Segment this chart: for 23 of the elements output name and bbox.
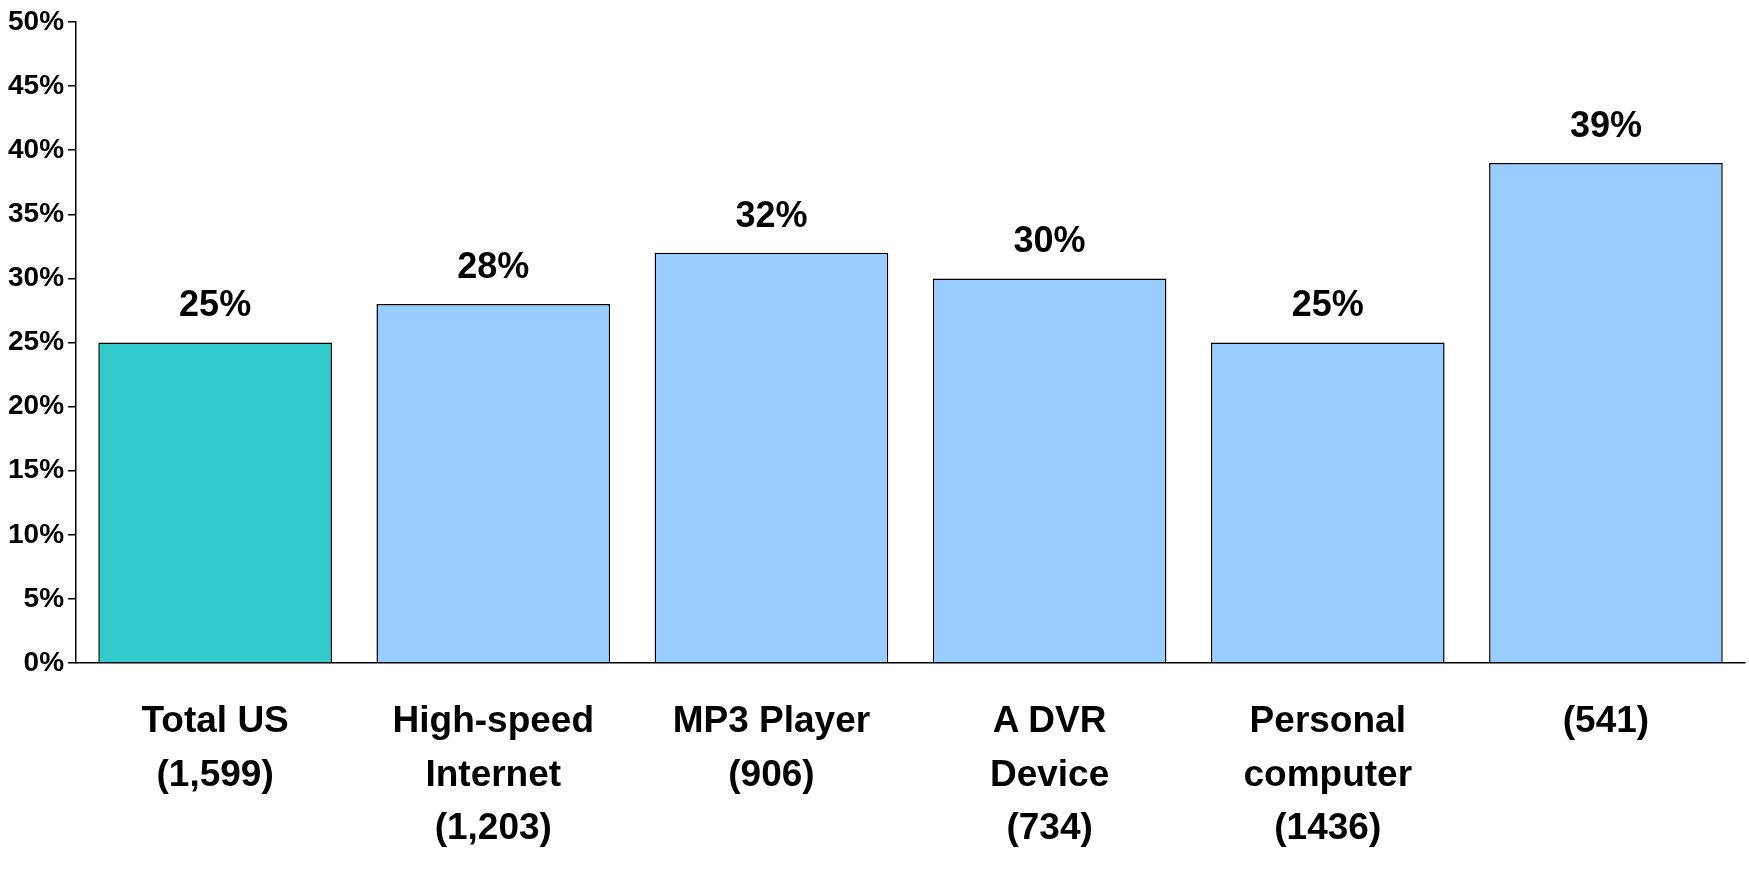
x-tick-label: A DVR Device (734)	[989, 699, 1110, 848]
y-tick-label: 30%	[7, 261, 65, 293]
data-label: 25%	[1291, 283, 1364, 325]
x-tick-label: (541)	[1562, 699, 1650, 741]
y-tick-label: 50%	[7, 4, 65, 36]
y-tick-label: 25%	[7, 325, 65, 357]
y-tick-label: 10%	[7, 517, 65, 549]
x-tick-label: Personal computer (1436)	[1243, 699, 1413, 848]
y-tick-label: 0%	[23, 645, 65, 677]
data-label: 32%	[735, 193, 808, 235]
x-tick-label: Total US (1,599)	[141, 699, 289, 794]
y-tick-label: 15%	[7, 453, 65, 485]
y-tick-label: 45%	[7, 68, 65, 100]
data-label: 28%	[457, 244, 530, 286]
data-label: 39%	[1569, 103, 1642, 145]
data-label: 25%	[179, 283, 252, 325]
y-tick-label: 40%	[7, 132, 65, 164]
y-tick-label: 35%	[7, 197, 65, 229]
x-tick-label: MP3 Player (906)	[672, 699, 871, 794]
x-tick-label: High-speed Internet (1,203)	[392, 699, 595, 848]
data-label: 30%	[1013, 219, 1086, 261]
y-tick-label: 5%	[23, 581, 65, 613]
y-tick-label: 20%	[7, 389, 65, 421]
